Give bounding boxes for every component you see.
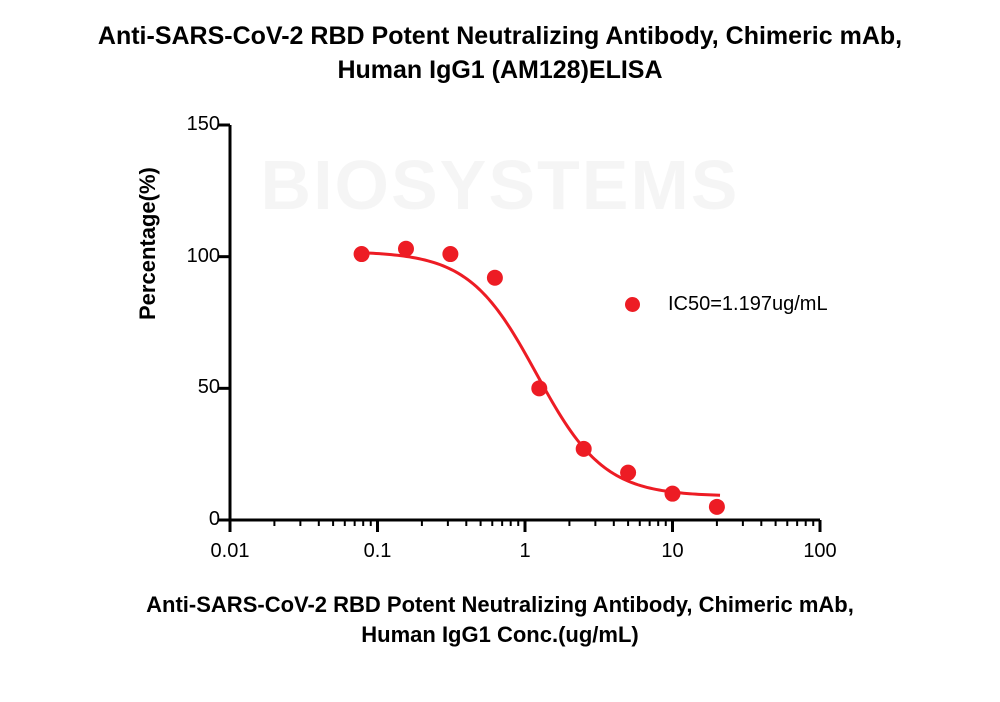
x-label-line-1: Anti-SARS-CoV-2 RBD Potent Neutralizing …	[146, 592, 854, 617]
x-label-line-2: Human IgG1 Conc.(ug/mL)	[361, 622, 638, 647]
x-tick-label: 1	[519, 540, 530, 563]
x-axis-label: Anti-SARS-CoV-2 RBD Potent Neutralizing …	[0, 590, 1000, 649]
chart-title: Anti-SARS-CoV-2 RBD Potent Neutralizing …	[0, 20, 1000, 88]
y-tick-label: 150	[160, 113, 220, 136]
y-axis-label: Percentage(%)	[135, 167, 161, 320]
x-tick-label: 0.01	[211, 540, 250, 563]
chart-plot-area	[230, 125, 820, 520]
x-tick-label: 100	[803, 540, 836, 563]
y-tick-label: 0	[160, 508, 220, 531]
title-line-1: Anti-SARS-CoV-2 RBD Potent Neutralizing …	[98, 22, 902, 50]
chart-svg	[230, 125, 820, 520]
x-tick-label: 10	[661, 540, 683, 563]
x-tick-label: 0.1	[364, 540, 392, 563]
title-line-2: Human IgG1 (AM128)ELISA	[337, 56, 662, 84]
y-tick-label: 50	[160, 376, 220, 399]
y-tick-label: 100	[160, 245, 220, 268]
